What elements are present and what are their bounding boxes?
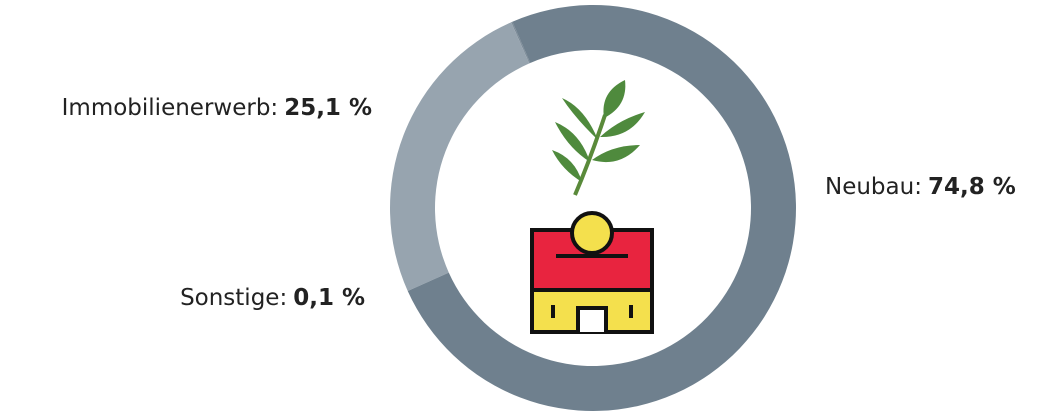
leaf-icon (552, 80, 645, 196)
segment-label: Sonstige: 0,1 % (180, 285, 365, 311)
donut-segment (390, 22, 530, 291)
category-name: Sonstige: (180, 285, 287, 311)
category-name: Immobilienerwerb: (62, 95, 279, 121)
savings-box-icon (530, 211, 654, 334)
category-name: Neubau: (825, 174, 922, 200)
value-label: 74,8 % (928, 174, 1016, 200)
value-label: 25,1 % (284, 95, 372, 121)
value-label: 0,1 % (293, 285, 365, 311)
donut-segment (511, 21, 531, 64)
segment-label: Neubau: 74,8 % (825, 174, 1016, 200)
segment-label: Immobilienerwerb: 25,1 % (62, 95, 372, 121)
